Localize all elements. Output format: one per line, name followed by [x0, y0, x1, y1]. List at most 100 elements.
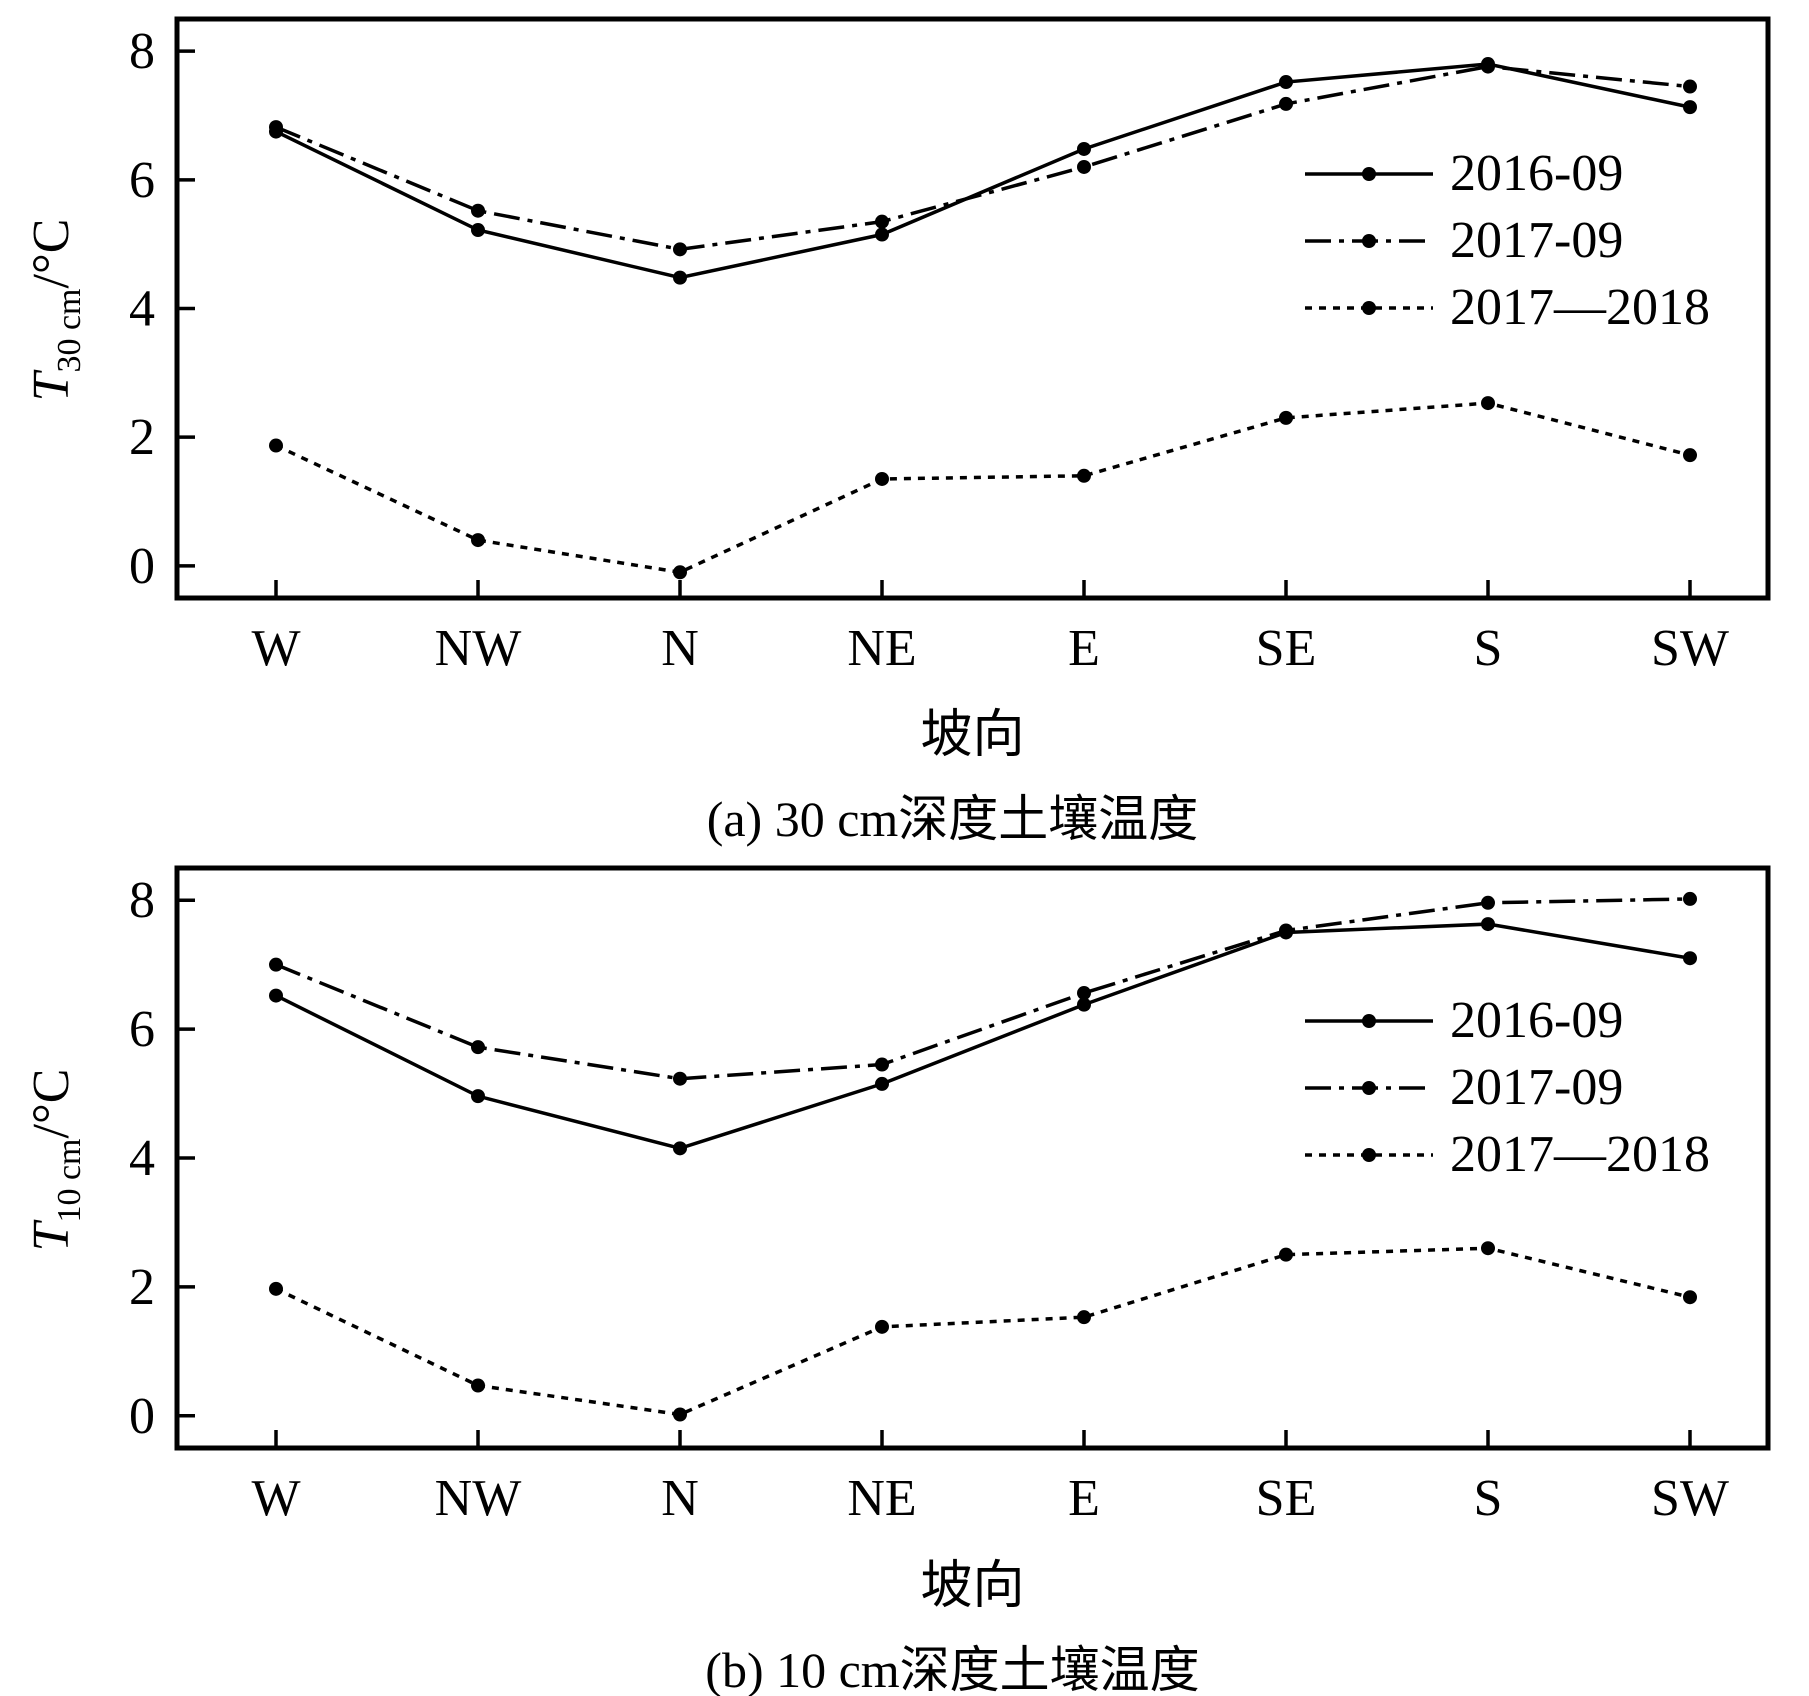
data-point [673, 270, 687, 285]
series-line-2017-09 [275, 897, 1691, 1081]
data-point [1077, 159, 1091, 174]
legend-label: 2016-09 [1450, 145, 1623, 202]
y-axis-label-subscript: 30 cm [51, 288, 88, 372]
data-point [471, 1040, 485, 1055]
data-point [1077, 997, 1091, 1012]
data-point [1279, 923, 1293, 938]
data-point [1077, 141, 1091, 156]
x-tick-label: NW [435, 1470, 522, 1527]
data-point [1683, 100, 1697, 115]
data-point [673, 1407, 687, 1422]
data-point [875, 1319, 889, 1334]
y-tick-label: 0 [129, 1388, 155, 1445]
legend-label: 2017—2018 [1450, 279, 1710, 336]
data-point [875, 1076, 889, 1091]
data-point [1683, 891, 1697, 906]
legend-marker [1362, 1148, 1376, 1162]
data-point [269, 957, 283, 972]
x-tick-label: E [1068, 620, 1100, 677]
y-tick-label: 8 [129, 23, 155, 80]
data-point [1683, 79, 1697, 94]
x-tick-label: W [251, 1470, 300, 1527]
data-point [1279, 75, 1293, 90]
panel-caption: (b) 10 cm深度土壤温度 [705, 1642, 1199, 1696]
data-point [673, 565, 687, 580]
legend-marker [1362, 301, 1376, 315]
y-tick-label: 2 [129, 409, 155, 466]
y-axis-label-subscript: 10 cm [51, 1138, 88, 1222]
y-tick-label: 8 [129, 872, 155, 929]
y-tick-label: 6 [129, 1001, 155, 1058]
x-tick-label: NE [847, 620, 916, 677]
data-point [1279, 1247, 1293, 1262]
y-axis-label-symbol: T [23, 369, 80, 401]
series-line-2016-09 [275, 62, 1691, 280]
legend-label: 2017—2018 [1450, 1126, 1710, 1183]
y-axis-label-unit: /°C [23, 1069, 80, 1139]
x-tick-label: N [661, 1470, 699, 1527]
series-line-2017-09 [275, 64, 1691, 252]
legend-marker [1362, 1014, 1376, 1028]
data-point [471, 1378, 485, 1393]
data-point [1683, 951, 1697, 966]
y-axis-label-symbol: T [23, 1219, 80, 1251]
y-tick-label: 2 [129, 1259, 155, 1316]
x-tick-label: SW [1651, 1470, 1729, 1527]
series-line-2017—2018 [275, 401, 1691, 575]
x-tick-label: S [1474, 620, 1503, 677]
chart-panel-b: 0 2 4 6 8 W NW N NE E SE S SW 坡向 T10 cm/°C (b) 10 cm深度土… [23, 865, 1771, 1696]
y-axis-label: T30 cm/°C [23, 219, 88, 402]
data-point [471, 533, 485, 548]
data-point [471, 1089, 485, 1104]
x-tick-label: W [251, 620, 300, 677]
data-point [1481, 59, 1495, 74]
data-point [1481, 1241, 1495, 1256]
x-tick-label: SE [1256, 620, 1317, 677]
x-axis-label: 坡向 [920, 1558, 1024, 1615]
series-line-2017—2018 [275, 1246, 1691, 1417]
data-point [1279, 410, 1293, 425]
x-tick-label: SW [1651, 620, 1729, 677]
y-tick-label: 4 [129, 281, 155, 338]
data-point [1683, 1290, 1697, 1305]
legend-label: 2017-09 [1450, 1059, 1623, 1116]
data-point [1481, 895, 1495, 910]
y-axis-label: T10 cm/°C [23, 1069, 88, 1252]
data-point [269, 120, 283, 135]
y-tick-label: 0 [129, 538, 155, 595]
data-point [471, 223, 485, 238]
legend-label: 2016-09 [1450, 992, 1623, 1049]
data-point [1077, 986, 1091, 1001]
x-axis-label: 坡向 [920, 707, 1024, 764]
x-tick-label: N [661, 620, 699, 677]
data-point [269, 1281, 283, 1296]
data-point [1481, 917, 1495, 932]
x-tick-label: E [1068, 1470, 1100, 1527]
chart-panel-a: 0 2 4 6 8 W NW N NE E SE S SW 坡向 T30 cm/°C (a) 30 cm深度土… [23, 16, 1771, 847]
y-tick-label: 6 [129, 152, 155, 209]
x-tick-label: NE [847, 1470, 916, 1527]
data-point [875, 1057, 889, 1072]
x-tick-label: SE [1256, 1470, 1317, 1527]
data-point [1683, 448, 1697, 463]
y-tick-label: 4 [129, 1130, 155, 1187]
series-line-2016-09 [275, 922, 1691, 1151]
data-point [875, 471, 889, 486]
panel-caption: (a) 30 cm深度土壤温度 [707, 791, 1199, 847]
data-point [471, 203, 485, 218]
y-axis-label-unit: /°C [23, 219, 80, 289]
legend-marker [1362, 1081, 1376, 1095]
legend-label: 2017-09 [1450, 212, 1623, 269]
data-point [1077, 1310, 1091, 1325]
data-point [875, 227, 889, 242]
data-point [1481, 396, 1495, 411]
data-point [673, 1071, 687, 1086]
legend-marker [1362, 234, 1376, 248]
data-point [673, 242, 687, 257]
data-point [875, 214, 889, 229]
data-point [673, 1141, 687, 1156]
data-point [1077, 468, 1091, 483]
legend-marker [1362, 167, 1376, 181]
x-tick-label: S [1474, 1470, 1503, 1527]
